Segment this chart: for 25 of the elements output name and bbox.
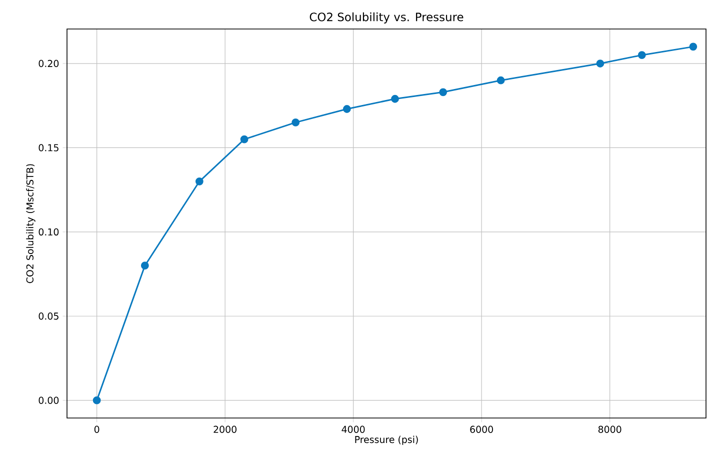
x-tick-label: 2000 bbox=[214, 426, 236, 433]
y-tick-label: 0.05 bbox=[38, 312, 58, 320]
point bbox=[92, 396, 101, 404]
point bbox=[638, 51, 646, 60]
point bbox=[391, 94, 399, 103]
y-axis-title: CO2 Solubility (Mscf/STB) bbox=[26, 164, 36, 284]
chart-title: CO2 Solubility vs. Pressure bbox=[310, 12, 464, 24]
point bbox=[140, 262, 149, 270]
point bbox=[240, 135, 248, 144]
y-tick-label: 0.10 bbox=[38, 228, 59, 236]
x-tick-label: 4000 bbox=[342, 426, 365, 433]
x-tick-label: 0 bbox=[94, 426, 100, 433]
point bbox=[496, 76, 505, 84]
point bbox=[439, 88, 448, 96]
point bbox=[195, 177, 204, 186]
point bbox=[689, 42, 698, 51]
y-tick-label: 0.15 bbox=[38, 144, 58, 152]
y-tick-label: 0.00 bbox=[38, 396, 59, 404]
x-tick-label: 6000 bbox=[470, 426, 493, 433]
point bbox=[342, 105, 351, 113]
point bbox=[292, 118, 300, 126]
x-axis-title: Pressure (psi) bbox=[355, 436, 418, 445]
y-tick-label: 0.20 bbox=[38, 60, 59, 68]
x-tick-label: 8000 bbox=[598, 426, 622, 433]
point bbox=[596, 60, 604, 68]
